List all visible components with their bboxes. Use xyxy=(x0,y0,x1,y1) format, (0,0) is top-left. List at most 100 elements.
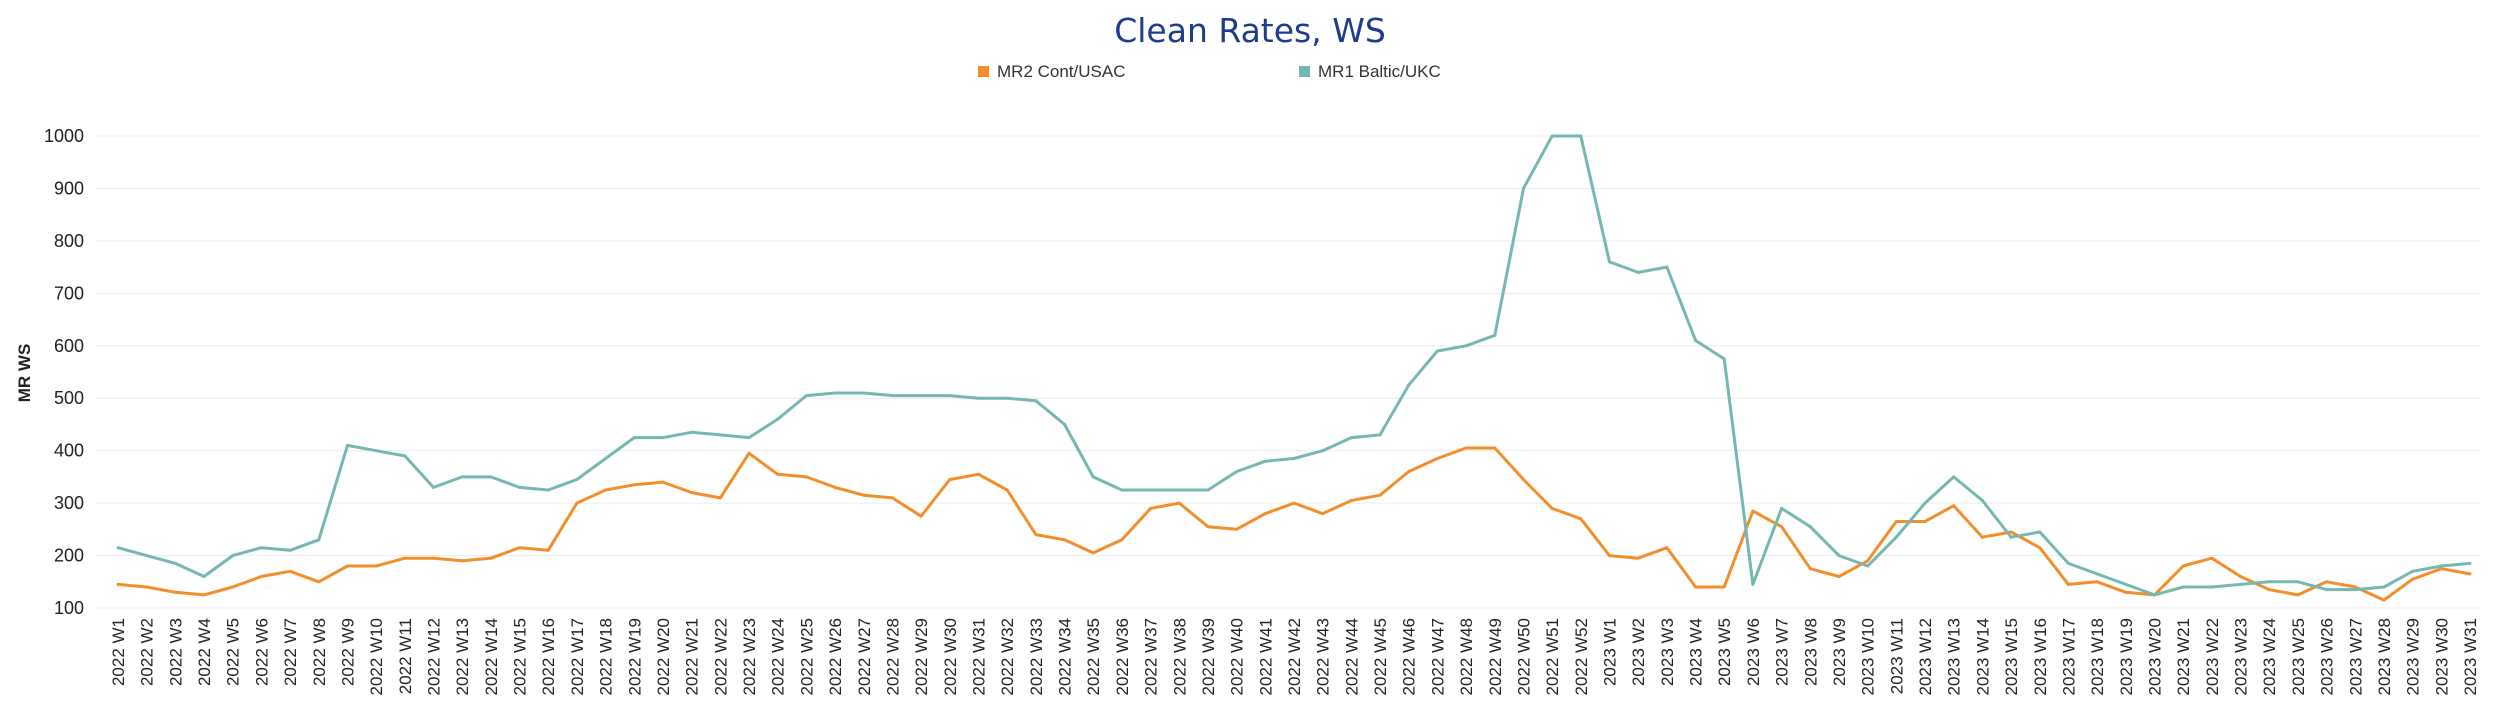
data-point xyxy=(1665,546,1669,550)
data-point xyxy=(1808,567,1812,571)
x-tick-label: 2022 W9 xyxy=(338,618,357,686)
x-axis-ticks: 2022 W1 2022 W2 2022 W3 2022 W4 2022 W5 2022 … xyxy=(109,618,2480,696)
x-tick-label: 2022 W31 xyxy=(969,618,988,696)
data-point xyxy=(1263,512,1267,516)
data-point xyxy=(1005,488,1009,492)
x-tick-label: 2023 W25 xyxy=(2289,618,2308,696)
data-point xyxy=(116,546,120,550)
x-tick-label: 2023 W17 xyxy=(2059,618,2078,696)
data-point xyxy=(1464,344,1468,348)
data-point xyxy=(460,559,464,563)
x-tick-label: 2023 W30 xyxy=(2432,618,2451,696)
data-point xyxy=(833,485,837,489)
data-point xyxy=(2210,556,2214,560)
data-point xyxy=(489,556,493,560)
x-tick-label: 2023 W7 xyxy=(1773,618,1792,686)
data-point xyxy=(1464,446,1468,450)
data-point xyxy=(259,546,263,550)
x-tick-label: 2023 W24 xyxy=(2260,618,2279,696)
y-tick-label: 1000 xyxy=(44,126,84,146)
data-point xyxy=(890,394,894,398)
data-point xyxy=(1579,134,1583,138)
data-point xyxy=(1349,499,1353,502)
data-point xyxy=(1694,339,1698,342)
x-tick-label: 2023 W31 xyxy=(2461,618,2480,696)
data-point xyxy=(1235,470,1239,474)
data-point xyxy=(862,391,866,395)
data-point xyxy=(2353,585,2357,589)
legend-swatch-mr1 xyxy=(1299,66,1310,77)
data-point xyxy=(1407,470,1411,474)
x-tick-label: 2022 W32 xyxy=(998,618,1017,696)
series-mr2-cont-usac xyxy=(116,446,2472,602)
data-point xyxy=(374,564,378,568)
y-tick-label: 700 xyxy=(54,283,84,303)
x-tick-label: 2022 W17 xyxy=(568,618,587,696)
data-point xyxy=(1321,512,1325,516)
data-point xyxy=(1952,504,1956,508)
data-point xyxy=(575,478,579,481)
data-point xyxy=(1263,459,1267,463)
x-tick-label: 2022 W12 xyxy=(425,618,444,696)
data-point xyxy=(2439,567,2443,571)
data-point xyxy=(1120,488,1124,492)
x-tick-label: 2023 W10 xyxy=(1859,618,1878,696)
data-point xyxy=(2382,585,2386,589)
data-point xyxy=(2296,580,2300,584)
data-point xyxy=(2439,564,2443,568)
x-tick-label: 2022 W21 xyxy=(683,618,702,696)
data-point xyxy=(1206,488,1210,492)
data-point xyxy=(1321,449,1325,453)
data-point xyxy=(1091,551,1095,555)
data-point xyxy=(2411,569,2415,573)
data-point xyxy=(259,575,263,578)
x-tick-label: 2022 W23 xyxy=(740,618,759,696)
data-point xyxy=(1378,493,1382,497)
data-point xyxy=(1608,260,1611,264)
grid xyxy=(96,135,2480,609)
data-point xyxy=(1780,506,1784,510)
data-point xyxy=(145,585,149,589)
data-point xyxy=(632,483,636,487)
x-tick-label: 2022 W10 xyxy=(367,618,386,696)
series-line xyxy=(117,134,2471,597)
data-point xyxy=(747,436,751,440)
x-tick-label: 2022 W25 xyxy=(797,618,816,696)
x-tick-label: 2022 W13 xyxy=(453,618,472,696)
data-point xyxy=(1665,265,1669,269)
data-point xyxy=(432,485,435,489)
data-point xyxy=(1866,564,1870,568)
data-point xyxy=(1722,357,1726,361)
data-point xyxy=(604,488,608,492)
data-point xyxy=(2296,593,2300,597)
data-point xyxy=(116,582,120,586)
data-point xyxy=(690,491,694,495)
data-point xyxy=(2009,535,2013,539)
data-point xyxy=(690,430,694,434)
data-point xyxy=(1034,533,1038,537)
data-point xyxy=(1435,457,1439,460)
y-tick-label: 200 xyxy=(54,546,84,566)
data-point xyxy=(833,391,837,395)
data-point xyxy=(1894,535,1898,539)
data-point xyxy=(2124,590,2128,594)
x-tick-label: 2022 W24 xyxy=(769,618,788,696)
data-point xyxy=(1091,475,1095,479)
x-tick-label: 2023 W16 xyxy=(2031,618,2050,696)
x-tick-label: 2023 W18 xyxy=(2088,618,2107,696)
data-point xyxy=(145,554,149,558)
data-point xyxy=(2095,580,2099,584)
data-point xyxy=(948,394,952,398)
data-point xyxy=(2153,593,2156,597)
x-tick-label: 2023 W28 xyxy=(2375,618,2394,696)
data-point xyxy=(1063,538,1066,542)
x-tick-label: 2023 W2 xyxy=(1629,618,1648,686)
data-point xyxy=(1378,433,1382,437)
x-tick-label: 2022 W39 xyxy=(1199,618,1218,696)
chart-title: Clean Rates, WS xyxy=(1114,11,1386,50)
data-point xyxy=(1349,436,1353,440)
data-point xyxy=(1837,554,1841,558)
data-point xyxy=(1837,575,1841,578)
data-point xyxy=(2325,588,2329,592)
x-tick-label: 2023 W15 xyxy=(2002,618,2021,696)
